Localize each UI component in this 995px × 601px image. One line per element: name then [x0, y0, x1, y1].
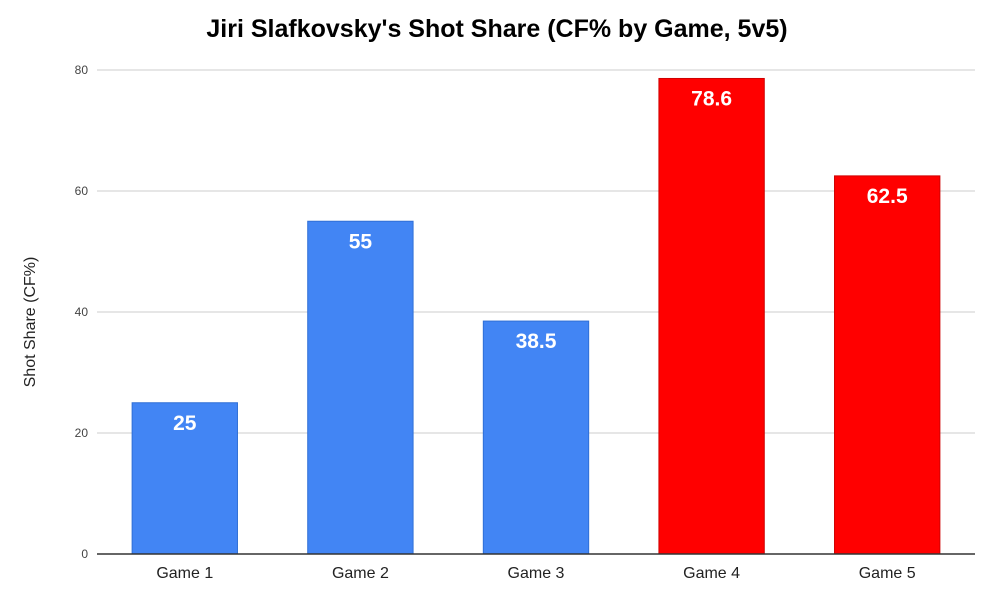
y-tick-label: 60: [75, 184, 89, 198]
data-label: 55: [349, 230, 373, 253]
y-tick-label: 80: [75, 63, 89, 77]
bars: [131, 77, 941, 555]
data-label: 25: [173, 412, 197, 435]
y-tick-label: 40: [75, 305, 89, 319]
y-axis-label: Shot Share (CF%): [22, 257, 39, 388]
data-labels: 25 55 38.5 78.6 62.5: [173, 87, 908, 434]
x-tick-label: Game 5: [859, 565, 916, 582]
x-tick-label: Game 4: [683, 565, 740, 582]
bar-game-3: [482, 320, 590, 555]
data-label: 78.6: [691, 87, 732, 110]
y-tick-label: 0: [81, 547, 88, 561]
y-axis-ticks: 0 20 40 60 80: [75, 63, 89, 561]
chart-title: Jiri Slafkovsky's Shot Share (CF% by Gam…: [206, 15, 787, 43]
data-label: 62.5: [867, 185, 908, 208]
bar-game-1: [131, 402, 238, 555]
x-tick-label: Game 1: [156, 565, 213, 582]
data-label: 38.5: [516, 330, 557, 353]
y-tick-label: 20: [75, 426, 89, 440]
x-tick-label: Game 2: [332, 565, 389, 582]
x-axis-ticks: Game 1 Game 2 Game 3 Game 4 Game 5: [156, 565, 915, 582]
bar-game-5: [834, 175, 941, 555]
bar-game-4: [658, 77, 765, 555]
bar-game-2: [307, 220, 414, 555]
x-tick-label: Game 3: [508, 565, 565, 582]
